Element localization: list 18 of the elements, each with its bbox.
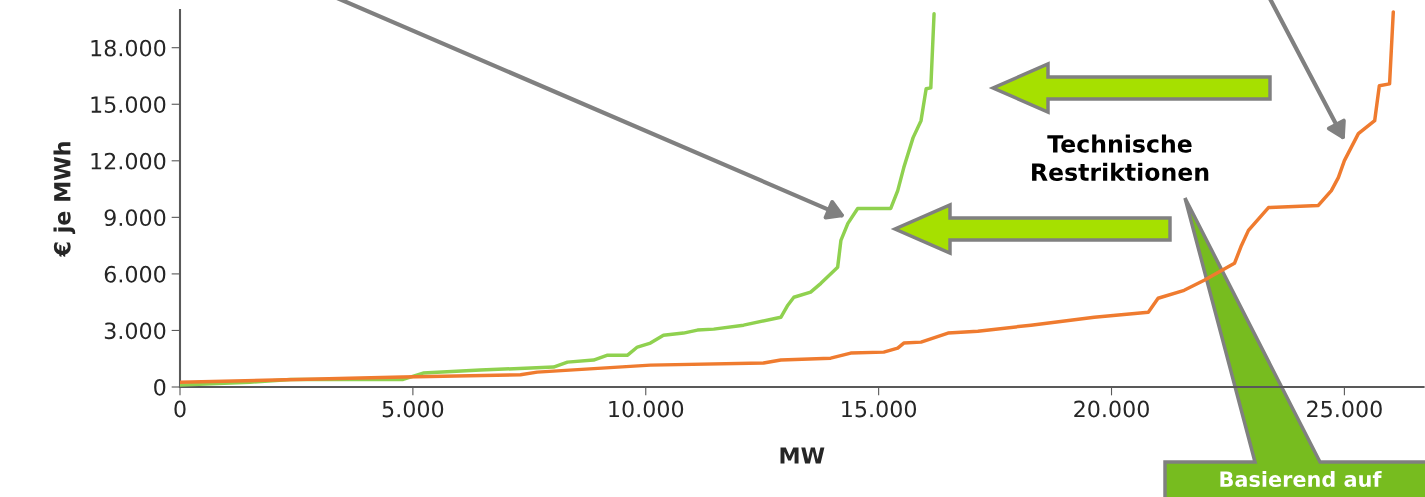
y-tick-label: 3.000	[104, 322, 166, 340]
line-series	[180, 10, 1396, 385]
x-tick-label: 20.000	[1074, 400, 1149, 418]
y-tick-label: 18.000	[91, 39, 166, 57]
text: Basierend auf	[1220, 470, 1382, 488]
x-tick-label: 10.000	[609, 400, 684, 418]
x-tick-label: 25.000	[1307, 400, 1382, 418]
y-tick-label: 0	[154, 378, 166, 396]
x-tick-label: 0	[174, 400, 186, 418]
y-axis-title: € je MWh	[53, 142, 76, 257]
annotation: Technische Restriktionen	[1032, 134, 1209, 181]
y-tick-label: 12.000	[91, 152, 166, 170]
y-tick-label: 15.000	[91, 96, 166, 114]
y-tick-label: 9.000	[104, 209, 166, 227]
x-axis-title: MW	[780, 447, 825, 464]
y-tick-label: 6.000	[104, 265, 166, 283]
x-tick-label: 15.000	[842, 400, 917, 418]
x-tick-label: 5.000	[382, 400, 444, 418]
